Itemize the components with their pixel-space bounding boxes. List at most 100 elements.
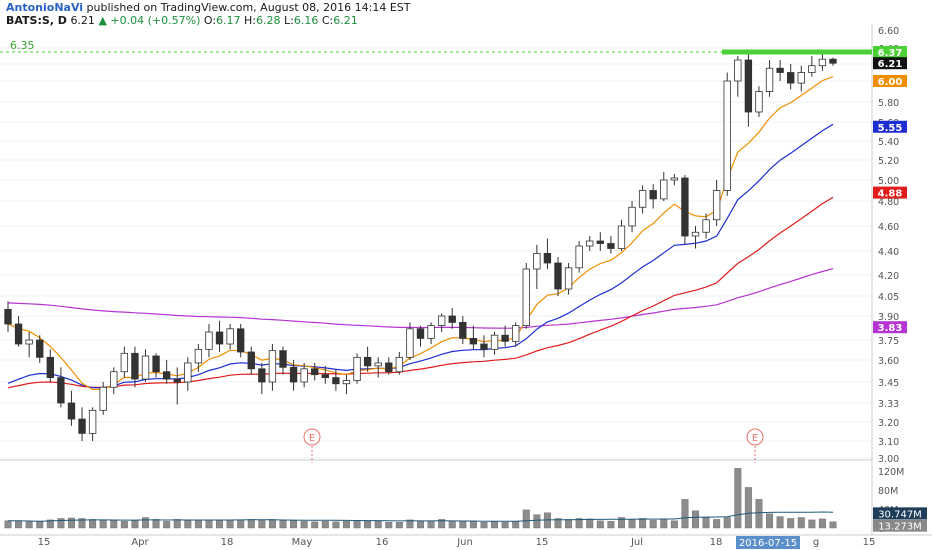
volume-badge-label: 30.747M bbox=[878, 509, 922, 520]
candle-body bbox=[586, 240, 594, 247]
volume-bar bbox=[702, 517, 710, 529]
volume-bar bbox=[184, 520, 192, 529]
price-tick-label: 3.33 bbox=[878, 399, 899, 410]
volume-bar bbox=[649, 520, 657, 529]
candle-body bbox=[131, 352, 139, 380]
symbol-label[interactable]: BATS:S, D bbox=[6, 14, 67, 27]
candle-body bbox=[723, 80, 731, 191]
earnings-marker bbox=[303, 428, 321, 446]
volume-bar bbox=[787, 518, 795, 529]
volume-bar bbox=[628, 519, 636, 529]
change-arrow-icon: ▲ bbox=[98, 14, 107, 27]
candle-body bbox=[744, 59, 753, 113]
volume-bar bbox=[692, 510, 699, 529]
volume-badge bbox=[873, 507, 927, 520]
candle-body bbox=[617, 225, 626, 249]
earnings-label: E bbox=[309, 433, 315, 444]
candle-body bbox=[353, 356, 361, 381]
candle-body bbox=[342, 380, 351, 385]
candle-body bbox=[469, 337, 478, 345]
candle-body bbox=[712, 190, 721, 221]
candle-body bbox=[448, 315, 456, 323]
candle-body bbox=[110, 371, 118, 388]
candle-body bbox=[660, 179, 668, 200]
close-label: C: bbox=[321, 14, 334, 27]
time-tick-label: 18 bbox=[710, 537, 723, 548]
candle-body bbox=[702, 219, 710, 233]
price-tick-label: 3.45 bbox=[878, 378, 899, 389]
volume-bar bbox=[89, 519, 97, 529]
candle-body bbox=[681, 177, 689, 237]
candle-body bbox=[268, 350, 277, 383]
candle-body bbox=[4, 308, 12, 325]
candle-body bbox=[818, 58, 827, 67]
volume-bar bbox=[406, 519, 414, 529]
volume-badge bbox=[873, 519, 927, 532]
candle-body bbox=[247, 351, 255, 370]
volume-bar bbox=[522, 509, 530, 529]
price-tick-label: 4.80 bbox=[878, 197, 899, 208]
candle-body bbox=[649, 190, 657, 200]
earnings-marker bbox=[746, 428, 764, 446]
volume-bars bbox=[4, 468, 837, 529]
price-badge-label: 6.37 bbox=[878, 48, 903, 59]
candle-body bbox=[628, 206, 636, 227]
candle-body bbox=[437, 315, 446, 327]
candle-body bbox=[173, 378, 181, 383]
volume-bar bbox=[639, 518, 647, 529]
candle-body bbox=[512, 325, 520, 342]
author-link[interactable]: AntonioNaVi bbox=[6, 1, 84, 14]
volume-bar bbox=[797, 517, 805, 529]
candle-body bbox=[99, 386, 107, 411]
horizontal-level-label: 6.35 bbox=[10, 39, 35, 52]
volume-bar bbox=[459, 520, 467, 529]
time-tick-label: 15 bbox=[536, 537, 549, 548]
candle-body bbox=[607, 243, 615, 249]
price-tick-label: 3.60 bbox=[878, 356, 899, 367]
price-tick-label: 5.40 bbox=[878, 137, 899, 148]
volume-bar bbox=[660, 518, 668, 529]
candle-body bbox=[564, 267, 573, 290]
price-tick-label: 4.20 bbox=[878, 271, 899, 282]
candle-body bbox=[734, 59, 742, 82]
price-tick-label: 6.60 bbox=[878, 26, 899, 37]
volume-bar bbox=[36, 521, 44, 529]
volume-bar bbox=[438, 519, 446, 529]
volume-bar bbox=[226, 520, 234, 529]
candle-body bbox=[480, 343, 488, 350]
volume-bar bbox=[766, 513, 774, 529]
candle-body bbox=[787, 72, 795, 84]
candle-body bbox=[522, 268, 530, 326]
publication-line: AntonioNaVi published on TradingView.com… bbox=[6, 1, 411, 14]
candle-body bbox=[120, 352, 129, 373]
volume-bar bbox=[152, 519, 160, 529]
candle-body bbox=[596, 240, 604, 244]
chart-overlay: 6.35 E E bbox=[0, 39, 872, 463]
candle-body bbox=[57, 377, 65, 404]
chart-header: AntonioNaVi published on TradingView.com… bbox=[0, 0, 932, 30]
volume-bar bbox=[829, 521, 837, 529]
candle-body bbox=[25, 339, 33, 345]
candle-body bbox=[416, 328, 425, 339]
volume-bar bbox=[258, 520, 266, 529]
candle-body bbox=[755, 91, 763, 113]
volume-bar bbox=[374, 521, 382, 529]
volume-bar bbox=[533, 514, 541, 529]
volume-bar bbox=[723, 517, 731, 529]
volume-bar bbox=[617, 517, 625, 529]
time-tick-label: Jun bbox=[456, 537, 473, 548]
volume-bar bbox=[332, 521, 340, 529]
candle-body bbox=[374, 362, 382, 367]
price-tick-label: 5.80 bbox=[878, 98, 899, 109]
volume-bar bbox=[512, 521, 520, 529]
candle-body bbox=[363, 356, 372, 367]
volume-bar bbox=[15, 520, 23, 529]
candle-body bbox=[459, 321, 467, 339]
low-label: L: bbox=[284, 14, 294, 27]
grid bbox=[0, 24, 932, 536]
price-tick-label: 5.00 bbox=[878, 176, 899, 187]
volume-bar bbox=[607, 521, 615, 529]
time-tick-label: 15 bbox=[863, 537, 876, 548]
volume-bar bbox=[818, 518, 826, 529]
